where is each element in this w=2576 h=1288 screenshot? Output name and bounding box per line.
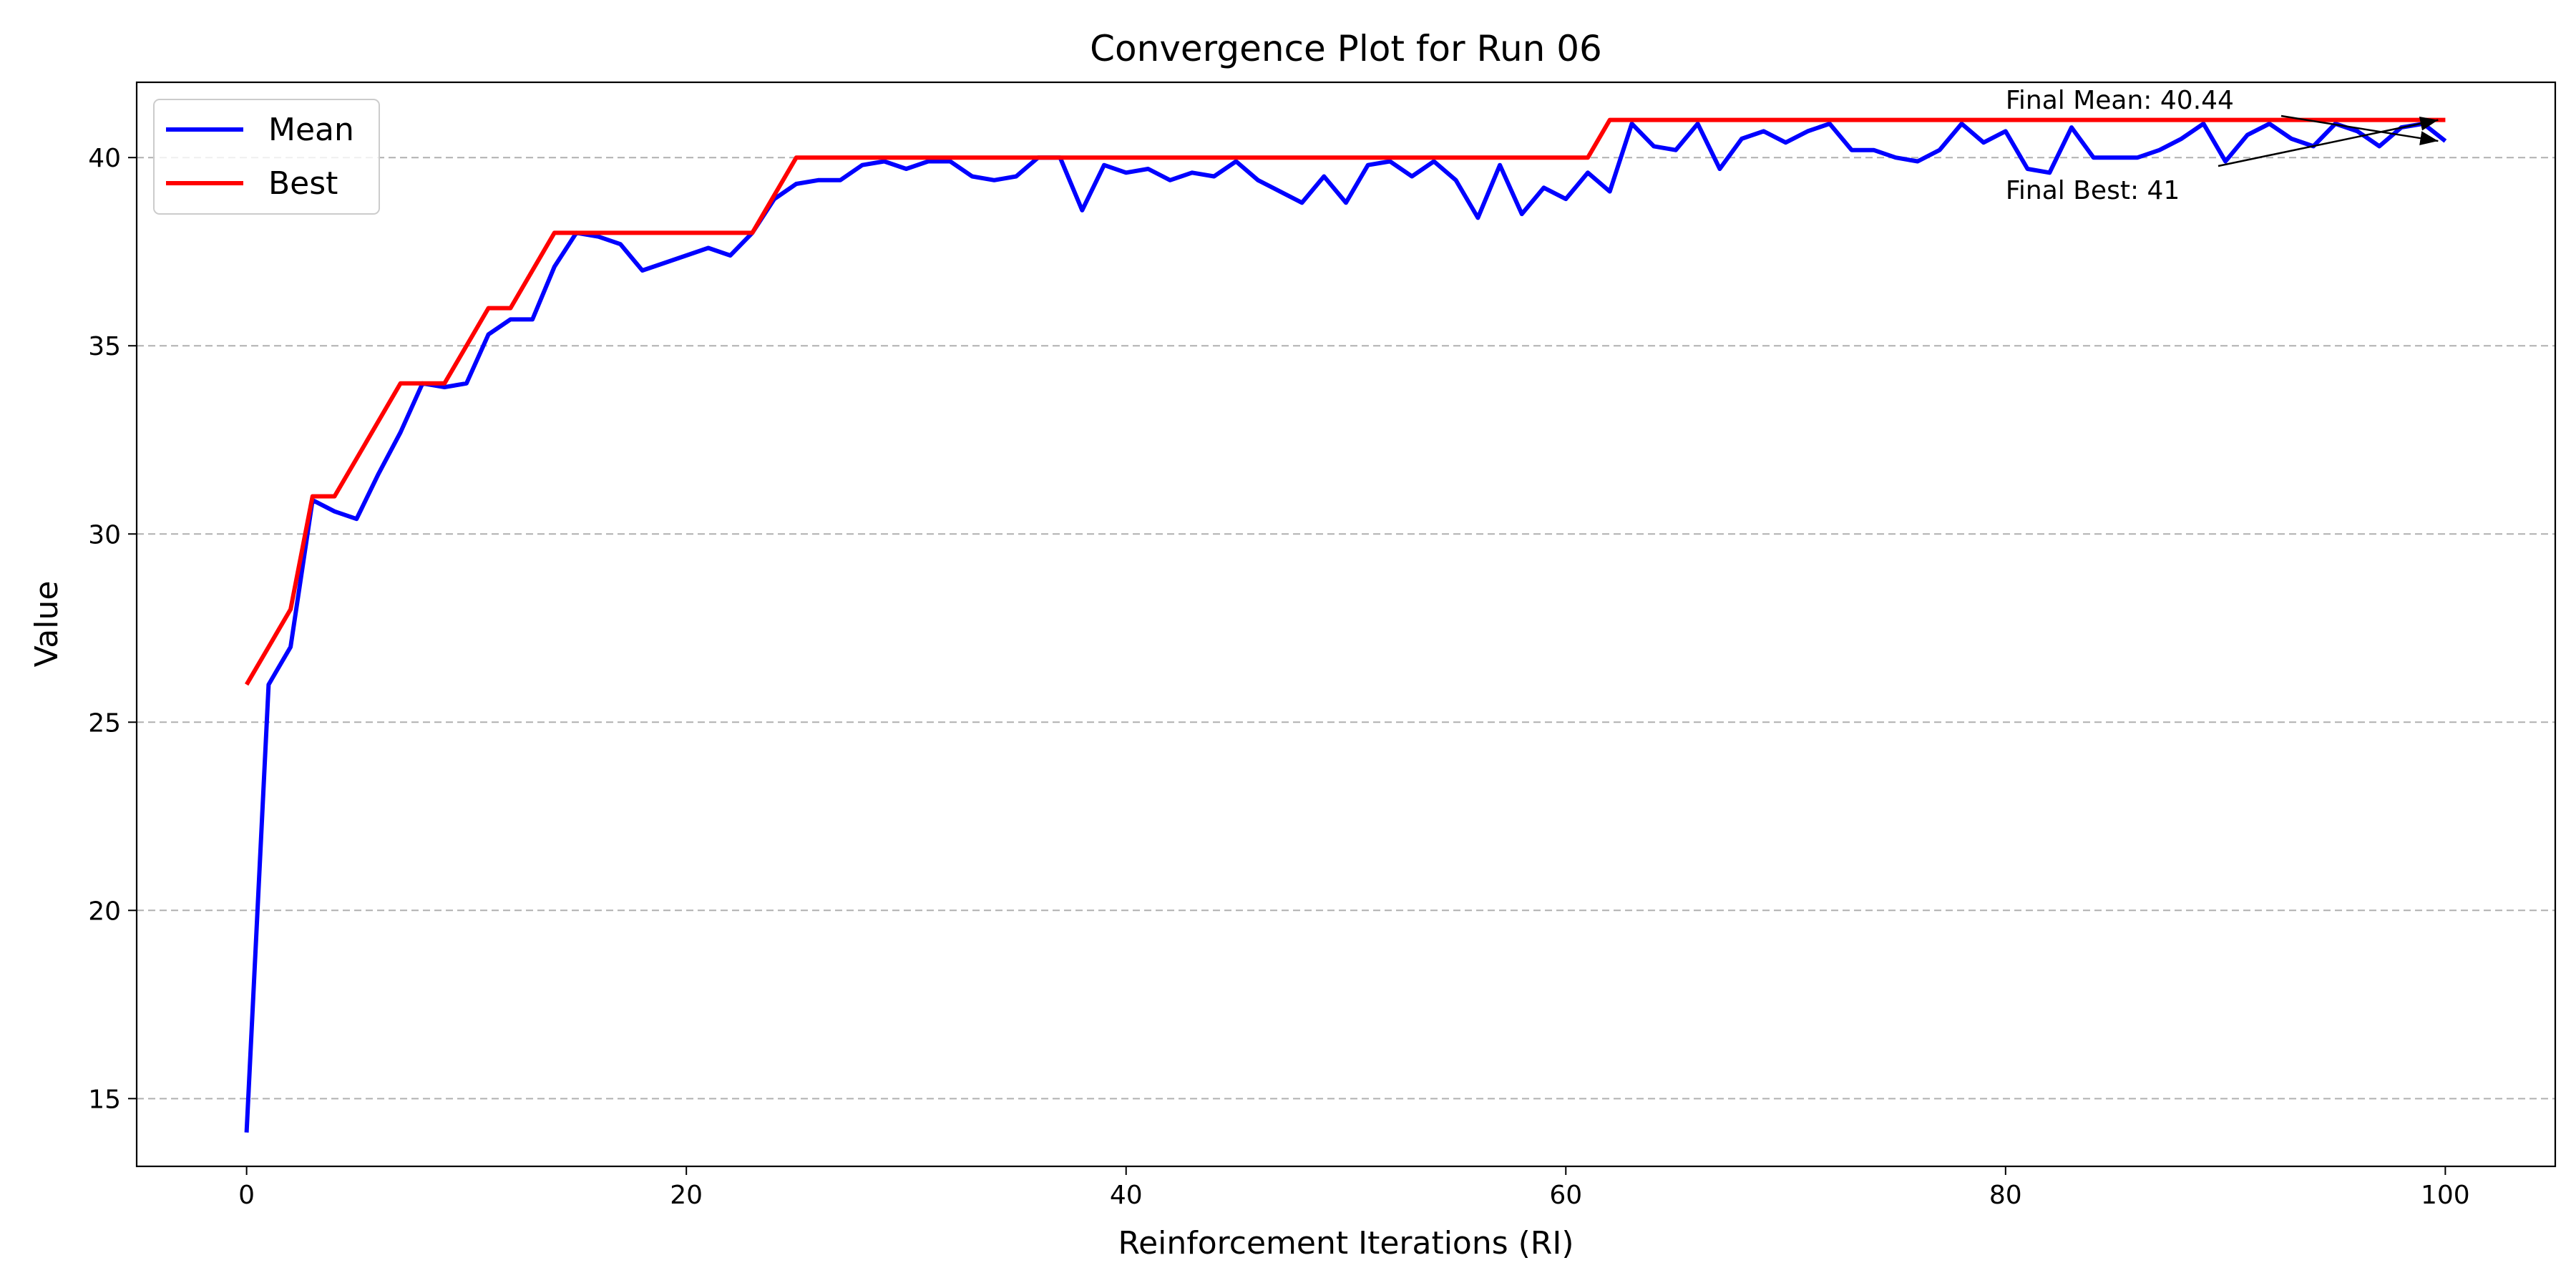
y-tick-label: 25 xyxy=(88,708,121,738)
chart-title: Convergence Plot for Run 06 xyxy=(1090,28,1602,69)
y-tick-label: 40 xyxy=(88,144,121,173)
x-tick-label: 0 xyxy=(238,1181,255,1210)
x-tick-label: 100 xyxy=(2421,1181,2470,1210)
annotation-label: Final Mean: 40.44 xyxy=(2006,86,2234,115)
x-axis-label: Reinforcement Iterations (RI) xyxy=(1118,1225,1574,1262)
axis-ticks: 15 20 25 30 35 40 0 20 40 60 80 100 xyxy=(88,144,2470,1210)
y-tick-label: 20 xyxy=(88,897,121,926)
x-tick-label: 20 xyxy=(670,1181,703,1210)
annotation-arrow xyxy=(2280,114,2439,145)
y-tick-label: 15 xyxy=(88,1085,121,1114)
annotation-label: Final Best: 41 xyxy=(2006,176,2180,205)
annotation-arrow xyxy=(2218,116,2439,167)
y-tick-label: 30 xyxy=(88,520,121,550)
x-tick-label: 80 xyxy=(1989,1181,2022,1210)
x-tick-label: 40 xyxy=(1110,1181,1143,1210)
series-lines xyxy=(244,117,2447,1133)
plot-frame xyxy=(135,81,2557,1168)
y-tick-label: 35 xyxy=(88,332,121,361)
legend-label-best: Best xyxy=(268,165,338,202)
y-axis-label: Value xyxy=(29,581,65,668)
x-tick-label: 60 xyxy=(1549,1181,1582,1210)
annotations: Final Mean: 40.44 Final Best: 41 xyxy=(2006,86,2439,205)
legend-label-mean: Mean xyxy=(268,112,354,148)
series-line-mean xyxy=(244,121,2447,1133)
legend: Mean Best xyxy=(153,99,380,215)
series-line-best xyxy=(245,117,2446,686)
